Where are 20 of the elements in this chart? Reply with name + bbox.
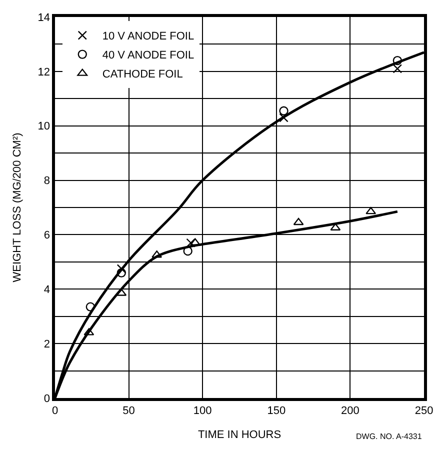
y-tick-label: 10 <box>38 120 50 133</box>
legend-label: 10 V ANODE FOIL <box>102 30 194 43</box>
y-tick-label: 4 <box>44 284 50 296</box>
y-tick-label: 0 <box>44 392 50 405</box>
y-axis-title: WEIGHT LOSS (MG/200 CM²) <box>11 132 24 282</box>
x-tick-label: 150 <box>267 404 286 417</box>
x-tick-label: 50 <box>122 404 135 417</box>
x-axis-title: TIME IN HOURS <box>198 429 282 442</box>
y-tick-label: 2 <box>44 338 50 350</box>
legend-label: 40 V ANODE FOIL <box>102 50 194 62</box>
y-tick-label: 14 <box>38 12 50 24</box>
legend-label: CATHODE FOIL <box>102 68 183 81</box>
y-tick-label: 6 <box>44 230 50 242</box>
text: DWG. NO. A-4331 <box>356 432 422 441</box>
y-tick-label: 12 <box>38 66 50 78</box>
y-tick-label: 8 <box>44 175 50 188</box>
x-tick-label: 100 <box>193 404 212 417</box>
x-tick-label: 200 <box>341 404 360 417</box>
x-tick-label: 0 <box>52 404 58 417</box>
x-tick-label: 250 <box>414 404 434 417</box>
